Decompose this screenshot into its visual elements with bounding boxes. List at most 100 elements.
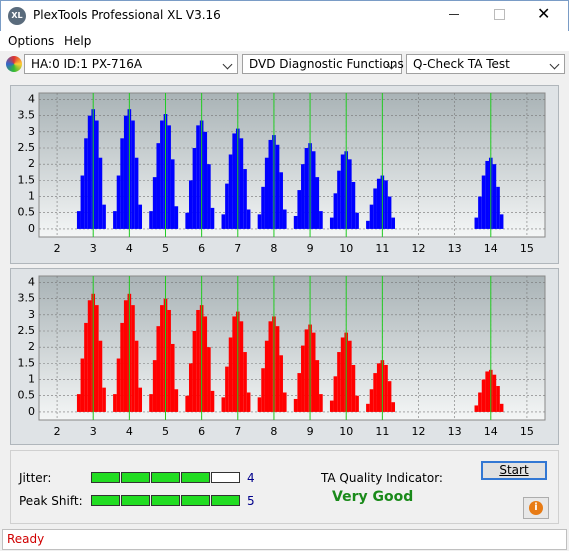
chart-panel: 0 0.5 1 1.5 2 2.5 3 3.5 4 2 3 4 5 6 7 8 9 10 11 12 13 14 15	[10, 85, 559, 264]
bar	[348, 159, 352, 229]
bar	[492, 374, 497, 412]
meter-segment	[151, 472, 180, 483]
bar	[207, 347, 211, 412]
bar	[384, 364, 388, 412]
y-tick-label: 3.5	[18, 292, 36, 305]
x-tick-label: 13	[448, 242, 462, 255]
bar	[192, 148, 197, 229]
bar	[87, 300, 92, 412]
bar	[160, 120, 164, 229]
drive-select[interactable]: HA:0 ID:1 PX-716A	[24, 54, 238, 74]
bar	[102, 387, 106, 412]
bar	[369, 204, 374, 229]
bar	[120, 322, 124, 412]
bar	[102, 204, 106, 229]
bar	[311, 332, 316, 412]
bar	[174, 389, 179, 412]
bar	[116, 358, 121, 412]
x-tick-label: 11	[375, 242, 389, 255]
bar	[384, 180, 388, 229]
x-tick-label: 15	[520, 242, 534, 255]
bar	[319, 211, 323, 229]
x-tick-label: 4	[126, 425, 133, 438]
bar	[210, 390, 215, 412]
bar	[98, 340, 103, 412]
start-button[interactable]: Start	[481, 461, 547, 480]
meter-segment	[181, 495, 210, 506]
meter-segment	[91, 495, 120, 506]
bar	[116, 175, 121, 229]
bar	[149, 211, 153, 229]
bar	[340, 337, 345, 412]
x-tick-label: 5	[162, 425, 169, 438]
minimize-button[interactable]	[449, 14, 459, 15]
y-tick-label: 0.5	[18, 206, 36, 219]
close-button[interactable]: ✕	[537, 4, 551, 23]
bar	[304, 329, 309, 412]
bar	[131, 305, 135, 412]
x-tick-label: 9	[307, 242, 314, 255]
x-tick-label: 2	[54, 242, 61, 255]
bar	[391, 402, 396, 412]
bar	[301, 164, 305, 229]
x-tick-label: 6	[198, 425, 205, 438]
meter-segment	[151, 495, 180, 506]
info-button[interactable]: i	[523, 497, 549, 519]
bar	[228, 337, 233, 412]
bar	[246, 209, 251, 229]
peak-shift-label: Peak Shift:	[19, 494, 83, 508]
bar	[170, 159, 175, 229]
bar	[80, 358, 85, 412]
result-panel: Jitter: 4 Peak Shift: 5 TA Quality Indic…	[10, 450, 559, 524]
y-tick-label: 1	[28, 190, 35, 203]
x-tick-label: 10	[339, 425, 353, 438]
bar	[376, 178, 381, 229]
y-tick-label: 2	[28, 340, 35, 353]
menu-options[interactable]: Options	[8, 34, 55, 48]
x-tick-label: 8	[270, 242, 277, 255]
test-select[interactable]: Q-Check TA Test	[406, 54, 565, 74]
bar	[366, 220, 370, 229]
bar	[84, 322, 88, 412]
bar	[333, 193, 338, 229]
ta-quality-label: TA Quality Indicator:	[321, 471, 443, 485]
status-text: Ready	[7, 532, 45, 546]
bar	[373, 373, 377, 412]
bar	[225, 183, 229, 229]
bar	[319, 394, 323, 412]
bar	[87, 115, 92, 229]
bar	[261, 368, 265, 412]
bar	[301, 345, 305, 412]
bar	[120, 138, 124, 229]
x-tick-label: 14	[484, 425, 498, 438]
bar	[366, 403, 370, 412]
bar	[167, 125, 171, 229]
bar	[170, 343, 175, 412]
bar	[268, 139, 273, 229]
meter-segment	[91, 472, 120, 483]
bar	[329, 217, 334, 229]
bar	[387, 196, 392, 229]
x-tick-label: 2	[54, 425, 61, 438]
y-tick-label: 0	[28, 405, 35, 418]
bar	[257, 397, 262, 412]
bar	[76, 211, 81, 229]
bar	[315, 360, 320, 412]
bar	[496, 386, 500, 412]
meter-segment	[211, 472, 240, 483]
bar	[138, 204, 143, 229]
bar	[282, 209, 287, 229]
bar	[337, 352, 341, 412]
bar	[185, 212, 189, 229]
menu-help[interactable]: Help	[64, 34, 92, 48]
bar	[232, 316, 236, 412]
function-select[interactable]: DVD Diagnostic Functions	[242, 54, 404, 74]
bar	[188, 180, 193, 229]
bar	[243, 169, 247, 229]
x-tick-label: 7	[234, 425, 241, 438]
bar	[95, 305, 99, 412]
bar	[80, 175, 85, 229]
bar	[113, 211, 117, 229]
bar	[496, 186, 500, 229]
maximize-button[interactable]	[494, 9, 505, 20]
